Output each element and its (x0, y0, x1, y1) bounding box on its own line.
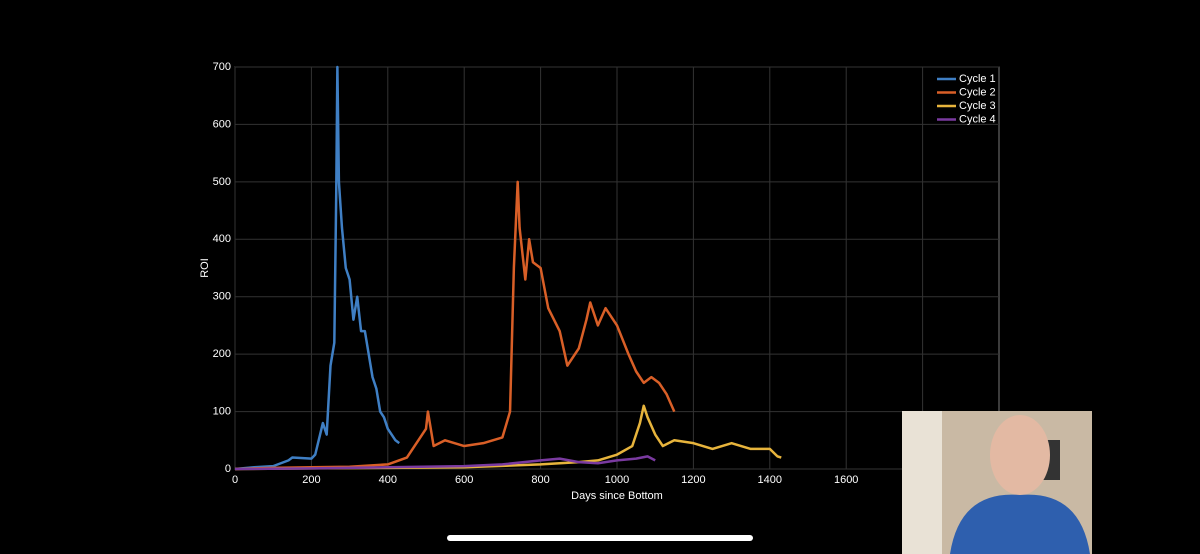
x-tick-label: 0 (232, 474, 238, 486)
y-tick-label: 0 (225, 463, 231, 475)
y-tick-label: 500 (213, 176, 231, 188)
webcam-body (950, 494, 1090, 554)
webcam-overlay (902, 411, 1092, 554)
x-tick-label: 1600 (834, 474, 858, 486)
home-indicator (447, 535, 753, 541)
x-axis-label: Days since Bottom (571, 490, 663, 502)
legend-label: Cycle 4 (959, 113, 996, 125)
x-tick-label: 1400 (758, 474, 782, 486)
x-tick-label: 400 (379, 474, 397, 486)
legend-label: Cycle 3 (959, 100, 996, 112)
x-tick-label: 600 (455, 474, 473, 486)
x-tick-label: 200 (302, 474, 320, 486)
y-axis-label: ROI (199, 258, 211, 278)
legend-label: Cycle 2 (959, 86, 996, 98)
y-tick-label: 600 (213, 118, 231, 130)
series-line (234, 404, 782, 471)
y-tick-label: 400 (213, 233, 231, 245)
y-tick-label: 300 (213, 291, 231, 303)
webcam-face (990, 415, 1050, 495)
series-line (234, 455, 656, 471)
series-line (234, 180, 676, 471)
y-tick-label: 200 (213, 348, 231, 360)
x-tick-label: 1000 (605, 474, 629, 486)
y-tick-label: 100 (213, 405, 231, 417)
x-tick-label: 1200 (681, 474, 705, 486)
series-line (234, 65, 401, 471)
webcam-door (902, 411, 942, 554)
x-tick-label: 800 (531, 474, 549, 486)
legend-label: Cycle 1 (959, 73, 996, 85)
y-tick-label: 700 (213, 61, 231, 73)
